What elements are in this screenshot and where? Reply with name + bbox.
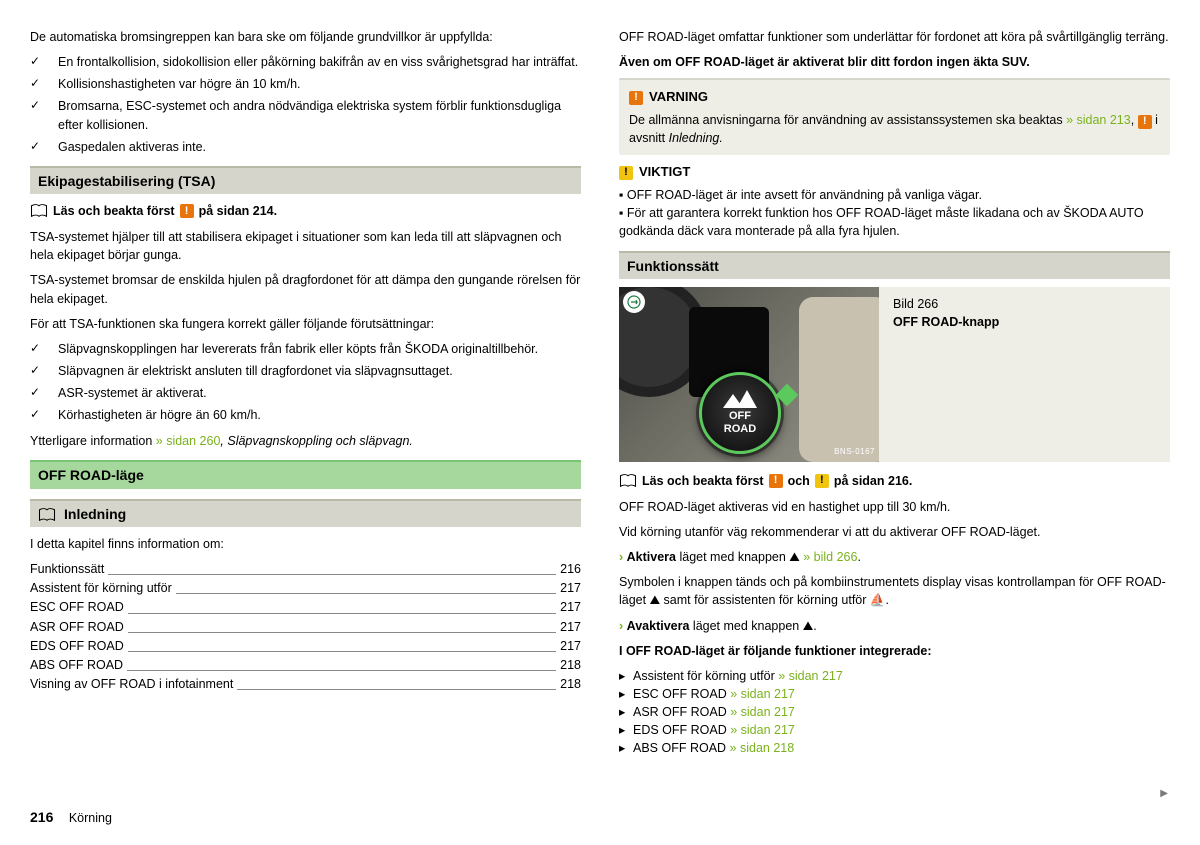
paragraph: Även om OFF ROAD-läget är aktiverat blir… <box>619 53 1170 71</box>
important-callout: ! VIKTIGT OFF ROAD-läget är inte avsett … <box>619 163 1170 240</box>
action-activate: › Aktivera läget med knappen ⛰ » bild 26… <box>619 548 1170 566</box>
book-icon <box>619 474 637 488</box>
page-reference-link[interactable]: » sidan 217 <box>778 669 843 683</box>
checklist-tsa: Släpvagnskopplingen har levererats från … <box>30 340 581 425</box>
list-item: Kollisionshastigheten var högre än 10 km… <box>30 75 581 93</box>
figure-reference-link[interactable]: » bild 266 <box>803 550 857 564</box>
section-label: Körning <box>69 811 112 825</box>
toc-row[interactable]: EDS OFF ROAD217 <box>30 637 581 655</box>
mountain-icon <box>723 390 757 408</box>
paragraph: De automatiska bromsingreppen kan bara s… <box>30 28 581 46</box>
chevron-right-icon: › <box>619 550 623 564</box>
figure-offroad-button: OFFROAD BNS-0167 Bild 266 OFF ROAD-knapp <box>619 287 1170 462</box>
page-reference-link[interactable]: » sidan 213 <box>1066 113 1131 127</box>
toc-row[interactable]: Assistent för körning utför217 <box>30 579 581 597</box>
figure-caption: Bild 266 OFF ROAD-knapp <box>893 287 999 462</box>
offroad-functions-list: Assistent för körning utför » sidan 217 … <box>619 667 1170 758</box>
toc-intro: I detta kapitel finns information om: <box>30 535 581 553</box>
book-icon <box>30 204 48 218</box>
warning-callout: ! VARNING De allmänna anvisningarna för … <box>619 78 1170 155</box>
page-number: 216 <box>30 809 53 825</box>
list-item: Släpvagnen är elektriskt ansluten till d… <box>30 362 581 380</box>
list-item: För att garantera korrekt funktion hos O… <box>619 204 1170 240</box>
functions-title: I OFF ROAD-läget är följande funktioner … <box>619 642 1170 660</box>
toc-row[interactable]: Funktionssätt216 <box>30 560 581 578</box>
list-item: ESC OFF ROAD » sidan 217 <box>619 685 1170 703</box>
toc-row[interactable]: ESC OFF ROAD217 <box>30 598 581 616</box>
page-footer: 216 Körning <box>30 807 112 827</box>
page-columns: De automatiska bromsingreppen kan bara s… <box>30 28 1170 765</box>
heading-introduction: Inledning <box>30 499 581 527</box>
list-item: ASR OFF ROAD » sidan 217 <box>619 703 1170 721</box>
skoda-logo-icon <box>623 291 645 313</box>
page-reference-link[interactable]: » sidan 260 <box>156 434 221 448</box>
list-item: ABS OFF ROAD » sidan 218 <box>619 739 1170 757</box>
paragraph: Symbolen i knappen tänds och på kombiins… <box>619 573 1170 609</box>
read-first-note: Läs och beakta först ! och ! på sidan 21… <box>619 472 1170 490</box>
list-item: Släpvagnskopplingen har levererats från … <box>30 340 581 358</box>
checklist-autobrake: En frontalkollision, sidokollision eller… <box>30 53 581 156</box>
list-item: Assistent för körning utför » sidan 217 <box>619 667 1170 685</box>
right-column: OFF ROAD-läget omfattar funktioner som u… <box>619 28 1170 765</box>
read-first-note: Läs och beakta först ! på sidan 214. <box>30 202 581 220</box>
warning-icon: ! <box>769 474 783 488</box>
table-of-contents: Funktionssätt216 Assistent för körning u… <box>30 560 581 693</box>
paragraph-more-info: Ytterligare information » sidan 260, Slä… <box>30 432 581 450</box>
page-reference-link[interactable]: » sidan 217 <box>730 723 795 737</box>
list-item: Bromsarna, ESC-systemet och andra nödvän… <box>30 97 581 133</box>
book-icon <box>38 507 56 521</box>
continue-next-page-icon: ▶ <box>1160 787 1168 802</box>
toc-row[interactable]: ASR OFF ROAD217 <box>30 618 581 636</box>
warning-icon: ! <box>1138 115 1152 129</box>
page-reference-link[interactable]: » sidan 217 <box>730 687 795 701</box>
paragraph: TSA-systemet bromsar de enskilda hjulen … <box>30 271 581 307</box>
list-item: En frontalkollision, sidokollision eller… <box>30 53 581 71</box>
heading-tsa: Ekipagestabilisering (TSA) <box>30 166 581 194</box>
paragraph: OFF ROAD-läget aktiveras vid en hastighe… <box>619 498 1170 516</box>
toc-row[interactable]: ABS OFF ROAD218 <box>30 656 581 674</box>
list-item: OFF ROAD-läget är inte avsett för använd… <box>619 186 1170 204</box>
chevron-right-icon: › <box>619 619 623 633</box>
warning-body: De allmänna anvisningarna för användning… <box>629 111 1160 147</box>
left-column: De automatiska bromsingreppen kan bara s… <box>30 28 581 765</box>
page-reference-link[interactable]: » sidan 218 <box>730 741 795 755</box>
list-item: EDS OFF ROAD » sidan 217 <box>619 721 1170 739</box>
toc-row[interactable]: Visning av OFF ROAD i infotainment218 <box>30 675 581 693</box>
paragraph: Vid körning utanför väg rekommenderar vi… <box>619 523 1170 541</box>
list-item: Körhastigheten är högre än 60 km/h. <box>30 406 581 424</box>
page-reference-link[interactable]: » sidan 217 <box>730 705 795 719</box>
important-icon: ! <box>619 166 633 180</box>
heading-funktionssatt: Funktionssätt <box>619 251 1170 279</box>
paragraph: OFF ROAD-läget omfattar funktioner som u… <box>619 28 1170 46</box>
heading-offroad-mode: OFF ROAD-läge <box>30 460 581 488</box>
important-bullets: OFF ROAD-läget är inte avsett för använd… <box>619 186 1170 240</box>
figure-photo: OFFROAD BNS-0167 <box>619 287 879 462</box>
offroad-button-icon: OFFROAD <box>699 372 781 454</box>
list-item: Gaspedalen aktiveras inte. <box>30 138 581 156</box>
important-icon: ! <box>815 474 829 488</box>
paragraph: TSA-systemet hjälper till att stabiliser… <box>30 228 581 264</box>
list-item: ASR-systemet är aktiverat. <box>30 384 581 402</box>
action-deactivate: › Avaktivera läget med knappen ⛰. <box>619 617 1170 635</box>
paragraph: För att TSA-funktionen ska fungera korre… <box>30 315 581 333</box>
figure-reference-id: BNS-0167 <box>834 446 875 458</box>
warning-icon: ! <box>629 91 643 105</box>
warning-icon: ! <box>180 204 194 218</box>
